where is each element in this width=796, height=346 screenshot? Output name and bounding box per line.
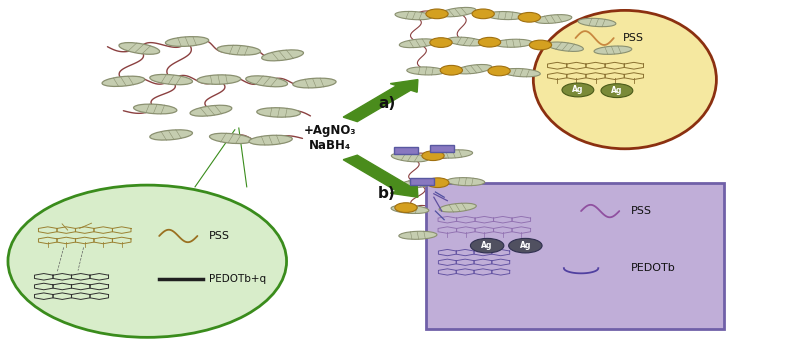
Ellipse shape xyxy=(293,78,336,88)
Ellipse shape xyxy=(150,74,193,85)
Ellipse shape xyxy=(535,15,572,24)
Ellipse shape xyxy=(447,37,484,46)
Ellipse shape xyxy=(439,203,476,212)
Circle shape xyxy=(601,84,633,98)
Ellipse shape xyxy=(494,39,533,47)
Ellipse shape xyxy=(257,108,300,117)
Ellipse shape xyxy=(447,177,485,186)
Text: PEDOTb: PEDOTb xyxy=(630,263,675,273)
Ellipse shape xyxy=(435,150,473,158)
Circle shape xyxy=(562,83,594,97)
Ellipse shape xyxy=(249,135,292,145)
Circle shape xyxy=(488,66,510,76)
Ellipse shape xyxy=(400,179,436,188)
Ellipse shape xyxy=(399,231,437,239)
Ellipse shape xyxy=(391,205,429,213)
Circle shape xyxy=(427,178,449,188)
FancyArrow shape xyxy=(343,155,418,197)
Ellipse shape xyxy=(392,153,428,162)
Text: PSS: PSS xyxy=(630,206,651,216)
Text: PEDOTb+q: PEDOTb+q xyxy=(209,274,266,283)
Text: b): b) xyxy=(378,186,396,201)
Ellipse shape xyxy=(578,18,616,27)
Circle shape xyxy=(395,203,417,212)
Text: PSS: PSS xyxy=(209,231,229,241)
Text: a): a) xyxy=(378,96,396,111)
Text: PSS: PSS xyxy=(622,33,643,43)
Ellipse shape xyxy=(407,67,445,75)
Circle shape xyxy=(529,40,552,50)
Ellipse shape xyxy=(395,11,433,20)
FancyBboxPatch shape xyxy=(394,147,418,154)
FancyBboxPatch shape xyxy=(430,145,454,152)
Ellipse shape xyxy=(119,43,160,54)
FancyBboxPatch shape xyxy=(426,183,724,329)
FancyBboxPatch shape xyxy=(410,178,434,185)
FancyArrow shape xyxy=(343,80,418,122)
Ellipse shape xyxy=(166,37,209,46)
Ellipse shape xyxy=(400,39,436,48)
Circle shape xyxy=(472,9,494,19)
Circle shape xyxy=(509,238,542,253)
Ellipse shape xyxy=(594,46,632,54)
Ellipse shape xyxy=(502,69,540,77)
Ellipse shape xyxy=(547,42,583,52)
Text: Ag: Ag xyxy=(482,241,493,250)
Text: Ag: Ag xyxy=(572,85,583,94)
Circle shape xyxy=(470,238,504,253)
Ellipse shape xyxy=(102,76,145,86)
Ellipse shape xyxy=(246,76,287,87)
Circle shape xyxy=(430,38,452,47)
Circle shape xyxy=(478,37,501,47)
Circle shape xyxy=(422,151,444,161)
Ellipse shape xyxy=(455,64,492,74)
Ellipse shape xyxy=(439,7,476,17)
Ellipse shape xyxy=(533,10,716,149)
Ellipse shape xyxy=(8,185,287,337)
Text: Ag: Ag xyxy=(611,86,622,95)
Circle shape xyxy=(518,12,540,22)
Ellipse shape xyxy=(209,133,252,144)
Text: +AgNO₃
NaBH₄: +AgNO₃ NaBH₄ xyxy=(304,125,357,152)
Ellipse shape xyxy=(150,130,193,140)
Ellipse shape xyxy=(190,105,232,116)
Ellipse shape xyxy=(217,45,260,55)
Ellipse shape xyxy=(262,50,303,61)
Ellipse shape xyxy=(486,11,525,20)
Ellipse shape xyxy=(134,104,177,114)
Circle shape xyxy=(426,9,448,19)
Text: Ag: Ag xyxy=(520,241,531,250)
Circle shape xyxy=(440,65,462,75)
Ellipse shape xyxy=(197,75,240,84)
